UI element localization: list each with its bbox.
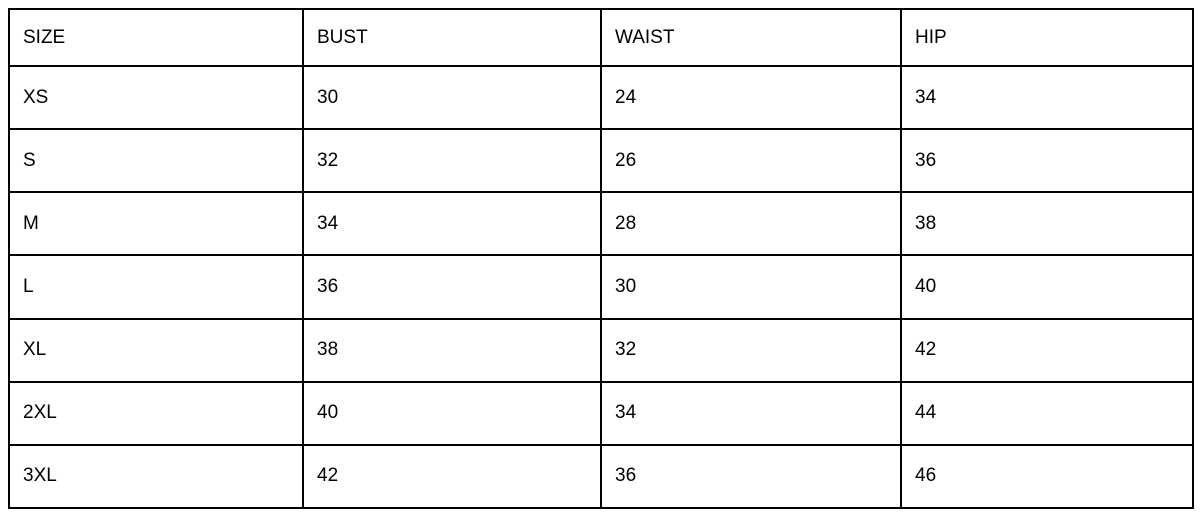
cell-hip: 44 [900,380,1194,446]
cell-hip: 34 [900,64,1194,131]
column-header-hip: HIP [900,8,1194,67]
cell-waist: 28 [600,191,902,257]
cell-size: S [8,128,304,194]
cell-bust: 30 [302,64,602,131]
cell-size: 2XL [8,380,304,446]
cell-size: 3XL [8,443,304,510]
cell-size: XS [8,64,304,131]
table-header-row: SIZE BUST WAIST HIP [8,8,1194,67]
cell-waist: 26 [600,128,902,194]
cell-hip: 42 [900,317,1194,383]
table-row: 3XL 42 36 46 [8,443,1194,510]
column-header-waist: WAIST [600,8,902,67]
cell-size: XL [8,317,304,383]
cell-waist: 30 [600,254,902,320]
cell-hip: 46 [900,443,1194,510]
cell-bust: 36 [302,254,602,320]
cell-bust: 34 [302,191,602,257]
column-header-size: SIZE [8,8,304,67]
cell-size: L [8,254,304,320]
cell-bust: 40 [302,380,602,446]
table-row: M 34 28 38 [8,191,1194,257]
cell-bust: 38 [302,317,602,383]
cell-waist: 24 [600,64,902,131]
column-header-bust: BUST [302,8,602,67]
cell-hip: 36 [900,128,1194,194]
cell-bust: 42 [302,443,602,510]
cell-size: M [8,191,304,257]
table-row: S 32 26 36 [8,128,1194,194]
table-row: L 36 30 40 [8,254,1194,320]
cell-hip: 38 [900,191,1194,257]
size-chart-table: SIZE BUST WAIST HIP XS 30 24 34 S 32 26 … [8,8,1194,510]
cell-hip: 40 [900,254,1194,320]
table-row: 2XL 40 34 44 [8,380,1194,446]
cell-waist: 32 [600,317,902,383]
cell-bust: 32 [302,128,602,194]
table-row: XS 30 24 34 [8,64,1194,131]
table-row: XL 38 32 42 [8,317,1194,383]
cell-waist: 36 [600,443,902,510]
cell-waist: 34 [600,380,902,446]
